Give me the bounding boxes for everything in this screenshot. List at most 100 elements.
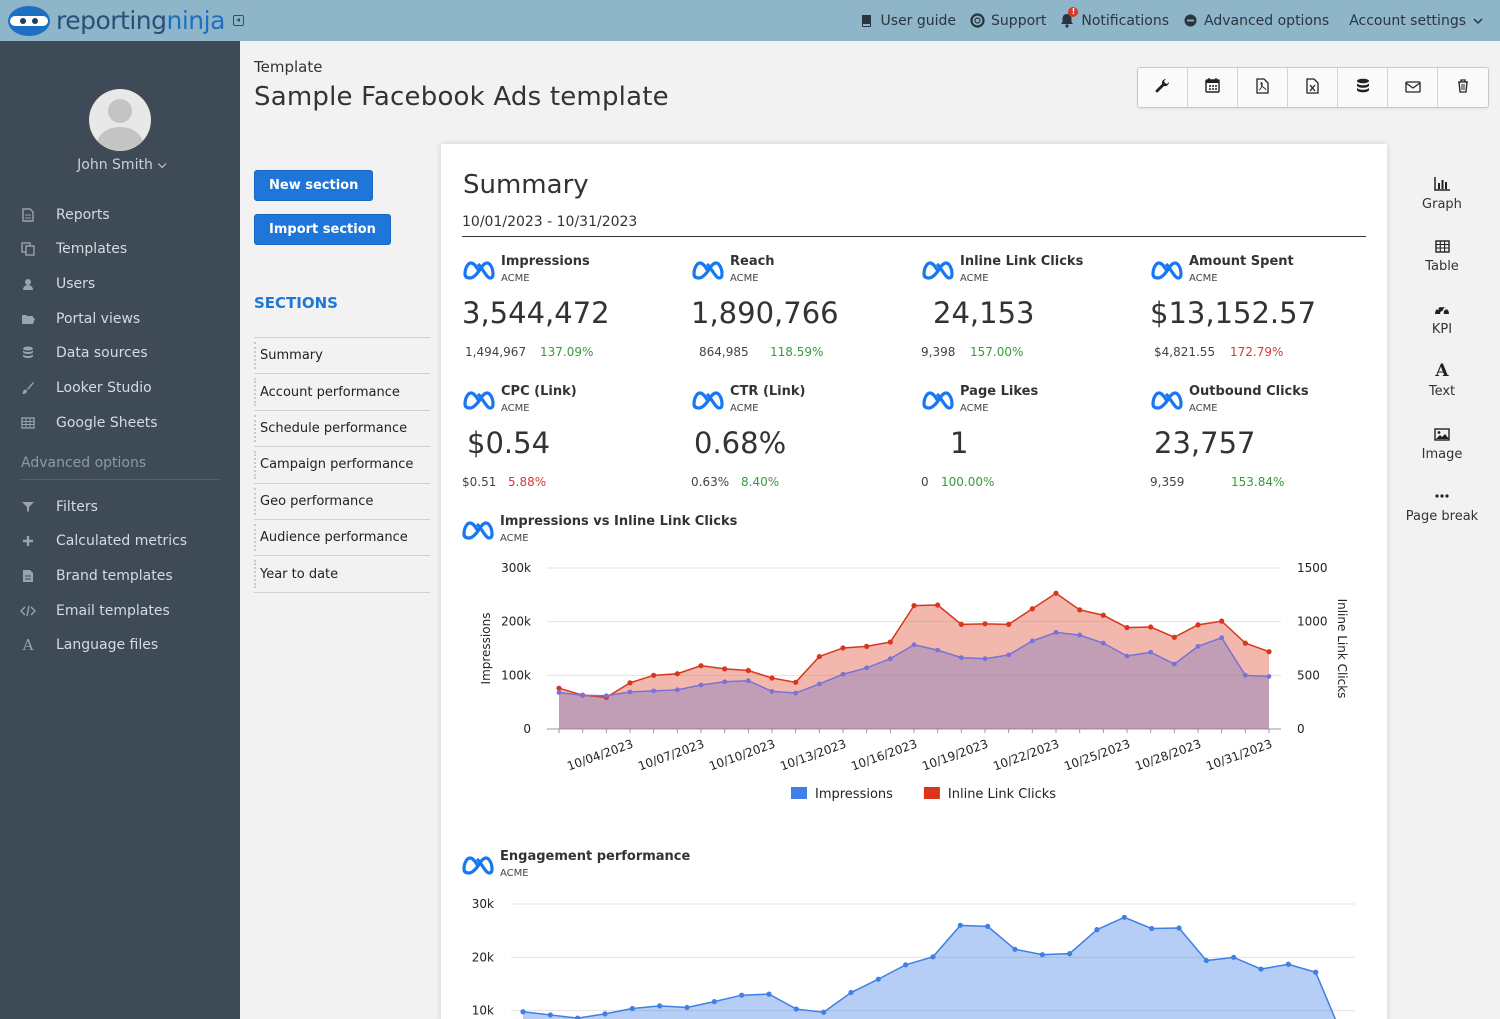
- kpi-widget[interactable]: Amount Spent ACME $13,152.57 $4,821.55 172.7…: [1150, 254, 1370, 374]
- engagement-point: [1203, 957, 1209, 964]
- kpi-widget[interactable]: CPC (Link) ACME $0.54 $0.51 5.88%: [462, 384, 682, 504]
- data-sources-button[interactable]: [1338, 68, 1388, 107]
- kpi-widget[interactable]: Inline Link Clicks ACME 24,153 9,398 157.00%: [921, 254, 1141, 374]
- import-section-button[interactable]: Import section: [254, 214, 391, 245]
- section-item[interactable]: Account performance: [254, 374, 430, 411]
- kpi-previous-value: 0: [921, 475, 929, 489]
- report-section-title[interactable]: Summary: [463, 170, 589, 200]
- user-guide-link[interactable]: User guide: [859, 13, 956, 29]
- notifications-link[interactable]: ! Notifications: [1059, 6, 1169, 29]
- impressions-point: [698, 682, 704, 688]
- sidebar-item-label: Templates: [56, 241, 128, 257]
- section-item[interactable]: Summary: [254, 338, 430, 375]
- font-icon: A: [22, 636, 34, 654]
- kpi-widget[interactable]: CTR (Link) ACME 0.68% 0.63% 8.40%: [691, 384, 911, 504]
- section-item[interactable]: Year to date: [254, 556, 430, 593]
- kpi-previous-value: 1,494,967: [465, 345, 527, 359]
- support-label: Support: [991, 12, 1047, 29]
- y-axis-title: Impressions: [479, 613, 493, 685]
- export-excel-button[interactable]: [1288, 68, 1338, 107]
- sidebar-item-brand-templates[interactable]: Brand templates: [20, 566, 173, 586]
- section-item[interactable]: Schedule performance: [254, 411, 430, 448]
- sidebar-item-looker-studio[interactable]: Looker Studio: [20, 378, 152, 398]
- section-item[interactable]: Geo performance: [254, 484, 430, 520]
- book-icon: [859, 13, 875, 29]
- sidebar-item-reports[interactable]: Reports: [20, 205, 110, 225]
- sidebar-item-calculated-metrics[interactable]: Calculated metrics: [20, 531, 187, 551]
- kpi-value: $13,152.57: [1150, 296, 1317, 330]
- sidebar-item-google-sheets[interactable]: Google Sheets: [20, 413, 158, 433]
- palette-text[interactable]: A Text: [1400, 360, 1484, 399]
- palette-page-break[interactable]: Page break: [1400, 485, 1484, 524]
- support-link[interactable]: Support: [969, 13, 1046, 29]
- brand-logo[interactable]: reportingninja: [6, 2, 244, 38]
- meta-logo-icon: [1151, 261, 1183, 280]
- account-settings-menu[interactable]: Account settings: [1349, 13, 1486, 29]
- clicks-point: [745, 667, 751, 674]
- kpi-widget[interactable]: Reach ACME 1,890,766 864,985 118.59%: [691, 254, 911, 374]
- impressions-point: [1053, 630, 1059, 635]
- sidebar-item-users[interactable]: Users: [20, 274, 95, 294]
- engagement-point: [739, 992, 745, 998]
- kpi-name: Amount Spent: [1189, 254, 1294, 269]
- kpi-widget[interactable]: Impressions ACME 3,544,472 1,494,967 137.09%: [462, 254, 682, 374]
- clicks-point: [651, 672, 657, 678]
- collapse-sidebar-icon[interactable]: [232, 14, 244, 26]
- sidebar: John Smith Reports Templates Users Porta…: [0, 41, 240, 1019]
- avatar[interactable]: [89, 89, 151, 151]
- schedule-button[interactable]: [1188, 68, 1238, 107]
- clicks-point: [627, 680, 633, 686]
- user-name: John Smith: [77, 157, 153, 173]
- new-section-button[interactable]: New section: [254, 170, 374, 201]
- palette-image[interactable]: Image: [1400, 423, 1484, 462]
- clicks-point: [1029, 606, 1035, 612]
- page-title: Sample Facebook Ads template: [254, 82, 669, 112]
- section-item[interactable]: Campaign performance: [254, 447, 430, 484]
- kpi-widget[interactable]: Page Likes ACME 1 0 100.00%: [921, 384, 1141, 504]
- delete-button[interactable]: [1438, 68, 1488, 107]
- settings-button[interactable]: [1138, 68, 1188, 107]
- section-item[interactable]: Audience performance: [254, 520, 430, 557]
- code-icon: [20, 603, 36, 619]
- user-icon: [20, 276, 36, 292]
- engagement-point: [793, 1006, 799, 1012]
- engagement-point: [985, 923, 991, 929]
- x-tick-label: 10/10/2023: [707, 737, 777, 774]
- engagement-chart[interactable]: 30k 20k 10k: [441, 889, 1387, 1019]
- clicks-point: [1242, 640, 1248, 646]
- palette-graph[interactable]: Graph: [1400, 173, 1484, 212]
- sidebar-item-language-files[interactable]: A Language files: [20, 635, 159, 655]
- meta-logo-icon: [462, 521, 494, 540]
- plus-icon: [20, 533, 36, 549]
- impressions-point: [958, 655, 964, 661]
- kpi-change: 172.79%: [1230, 345, 1284, 359]
- kpi-name: Impressions: [501, 254, 590, 269]
- sidebar-item-portal-views[interactable]: Portal views: [20, 309, 140, 329]
- impressions-point: [911, 642, 917, 648]
- sidebar-item-data-sources[interactable]: Data sources: [20, 343, 148, 363]
- impressions-point: [1171, 661, 1177, 667]
- kpi-value: 1: [950, 426, 969, 460]
- legend-swatch: [923, 787, 940, 799]
- impressions-point: [793, 690, 799, 696]
- sidebar-item-templates[interactable]: Templates: [20, 239, 127, 259]
- kpi-widget[interactable]: Outbound Clicks ACME 23,757 9,359 153.84%: [1150, 384, 1370, 504]
- user-menu[interactable]: John Smith: [0, 157, 240, 173]
- advanced-options-link[interactable]: Advanced options: [1182, 13, 1329, 29]
- palette-kpi[interactable]: KPI: [1400, 298, 1484, 337]
- impressions-vs-clicks-chart[interactable]: 0 0 100k 500 200k 1000 300k 1500 Impressions Inli…: [441, 554, 1387, 814]
- export-pdf-button[interactable]: [1238, 68, 1288, 107]
- y-tick-label: 30k: [472, 897, 494, 911]
- sidebar-item-email-templates[interactable]: Email templates: [20, 601, 170, 621]
- impressions-area: [559, 632, 1269, 729]
- sections-heading: SECTIONS: [254, 294, 338, 312]
- y2-tick-label: 1000: [1297, 615, 1328, 629]
- trash-icon: [1457, 78, 1469, 97]
- kpi-name: Page Likes: [960, 384, 1039, 399]
- sidebar-item-label: Filters: [56, 499, 98, 515]
- sidebar-divider: [20, 479, 220, 480]
- palette-table[interactable]: Table: [1400, 235, 1484, 274]
- breadcrumb[interactable]: Template: [254, 58, 323, 76]
- email-button[interactable]: [1388, 68, 1438, 107]
- sidebar-item-filters[interactable]: Filters: [20, 497, 98, 517]
